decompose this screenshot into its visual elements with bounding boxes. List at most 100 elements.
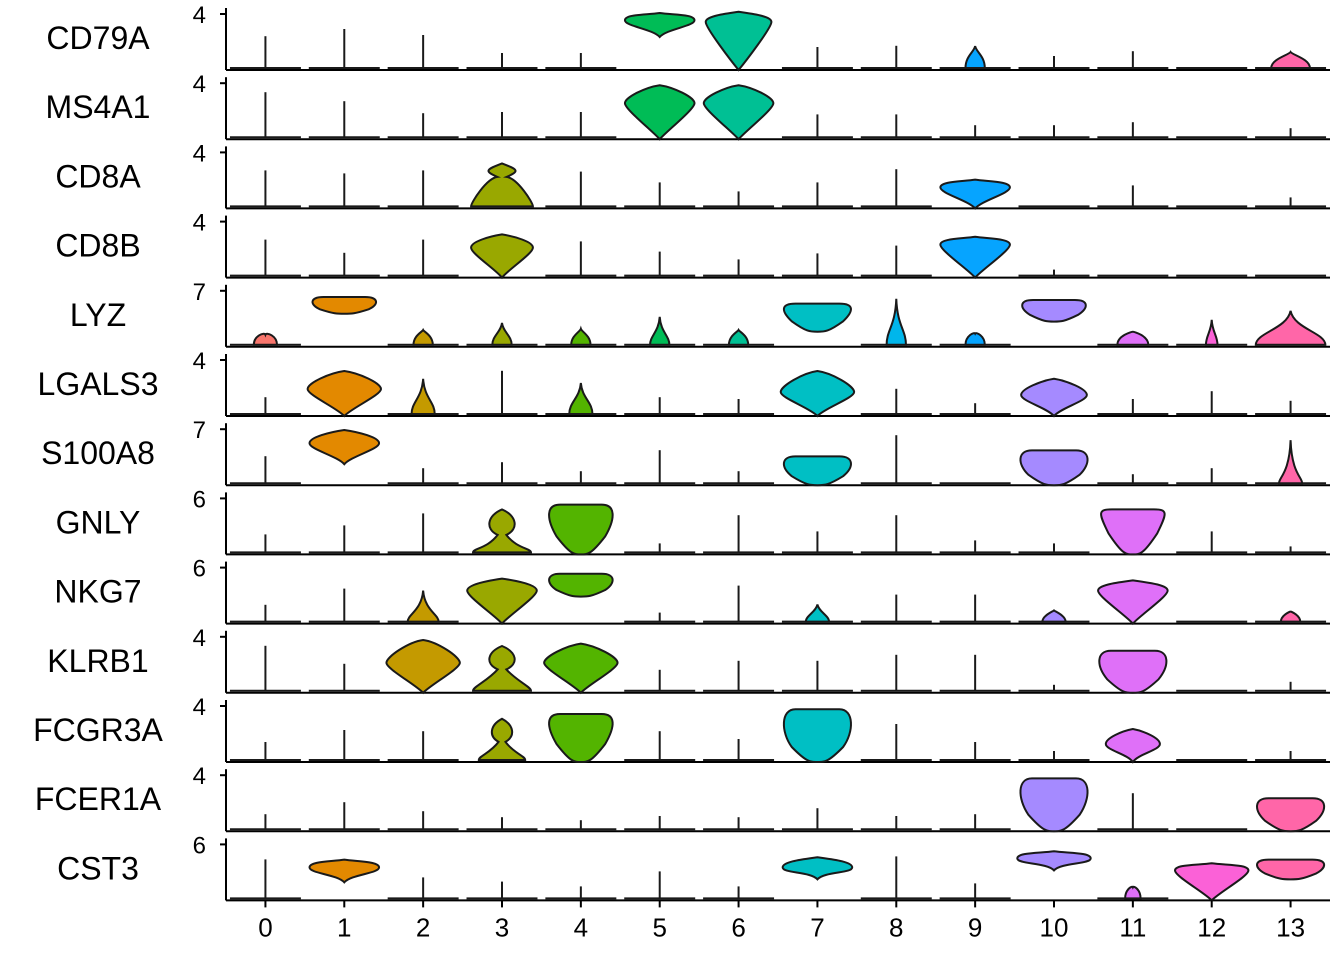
violin-cluster-10 xyxy=(1019,449,1089,487)
violin-cluster-10 xyxy=(1019,777,1089,833)
violin-cluster-7 xyxy=(782,302,852,333)
x-tick-label: 9 xyxy=(968,912,982,942)
gene-panel-lyz: LYZ 7 xyxy=(70,279,1330,348)
violin-cluster-11 xyxy=(1097,579,1169,626)
gene-panel-cd79a: CD79A 4 xyxy=(46,2,1330,72)
gene-panel-cd8b: CD8B 4 xyxy=(55,210,1330,280)
gene-panel-cd8a: CD8A 4 xyxy=(55,140,1330,210)
violin-cluster-11 xyxy=(1124,885,1142,900)
violin-cluster-3 xyxy=(477,717,527,761)
violin-cluster-3 xyxy=(472,644,532,692)
gene-label: KLRB1 xyxy=(47,643,148,679)
gene-panel-ms4a1: MS4A1 4 xyxy=(46,71,1330,141)
violin-cluster-5 xyxy=(623,84,696,141)
y-max-tick-label: 6 xyxy=(193,486,206,513)
violin-cluster-13 xyxy=(1256,797,1326,833)
violin-cluster-1 xyxy=(306,369,382,418)
violin-cluster-2 xyxy=(412,327,434,346)
gene-label: CD8A xyxy=(55,158,141,194)
violin-cluster-12 xyxy=(1204,319,1219,346)
y-max-tick-label: 4 xyxy=(193,348,206,375)
gene-panel-lgals3: LGALS3 4 xyxy=(38,348,1330,418)
violin-cluster-1 xyxy=(311,296,378,315)
violin-cluster-10 xyxy=(1021,299,1087,323)
x-tick-label: 0 xyxy=(258,912,272,942)
violin-cluster-1 xyxy=(308,428,381,466)
violin-cluster-12 xyxy=(1174,862,1250,902)
violin-cluster-13 xyxy=(1256,858,1326,881)
gene-label: MS4A1 xyxy=(46,89,151,125)
violin-cluster-7 xyxy=(781,856,854,881)
violin-cluster-2 xyxy=(385,638,461,695)
violin-cluster-5 xyxy=(623,11,696,39)
y-max-tick-label: 6 xyxy=(193,832,206,859)
violin-cluster-3 xyxy=(491,322,513,346)
violin-cluster-3 xyxy=(470,162,534,208)
y-max-tick-label: 4 xyxy=(193,71,206,98)
violin-cluster-8 xyxy=(885,298,907,346)
x-tick-label: 10 xyxy=(1040,912,1069,942)
gene-panel-nkg7: NKG7 6 xyxy=(54,556,1330,626)
violin-cluster-10 xyxy=(1016,850,1092,872)
violin-cluster-7 xyxy=(804,604,831,623)
y-max-tick-label: 4 xyxy=(193,763,206,790)
violin-cluster-3 xyxy=(466,577,538,626)
gene-panel-cst3: CST3 6 xyxy=(57,832,1330,902)
x-tick-label: 1 xyxy=(337,912,351,942)
violin-cluster-4 xyxy=(548,572,614,598)
violin-cluster-13 xyxy=(1277,440,1304,485)
x-tick-label: 4 xyxy=(574,912,588,942)
violin-cluster-9 xyxy=(939,178,1011,210)
x-tick-label: 11 xyxy=(1119,912,1146,942)
y-max-tick-label: 4 xyxy=(193,625,206,652)
x-tick-label: 3 xyxy=(495,912,509,942)
violin-cluster-4 xyxy=(570,325,592,346)
gene-label: GNLY xyxy=(56,504,141,540)
violin-cluster-13 xyxy=(1254,310,1327,346)
violin-cluster-2 xyxy=(410,378,436,415)
x-tick-label: 2 xyxy=(416,912,430,942)
violin-cluster-4 xyxy=(548,503,614,556)
y-max-tick-label: 4 xyxy=(193,694,206,721)
gene-label: NKG7 xyxy=(54,574,141,610)
gene-label: S100A8 xyxy=(41,435,155,471)
gene-label: LGALS3 xyxy=(38,366,159,402)
y-max-tick-label: 6 xyxy=(193,556,206,583)
violin-cluster-4 xyxy=(548,713,614,764)
gene-panel-fcgr3a: FCGR3A 4 xyxy=(33,694,1330,764)
x-tick-label: 7 xyxy=(810,912,824,942)
violin-cluster-11 xyxy=(1116,330,1150,346)
violin-cluster-7 xyxy=(779,369,856,418)
violin-cluster-9 xyxy=(964,45,986,69)
violin-cluster-7 xyxy=(782,708,852,764)
violin-cluster-11 xyxy=(1100,508,1166,556)
violin-cluster-3 xyxy=(472,508,532,554)
gene-label: CD79A xyxy=(46,20,150,56)
violin-cluster-1 xyxy=(308,858,381,884)
gene-label: CD8B xyxy=(55,228,140,264)
y-max-tick-label: 7 xyxy=(193,417,206,444)
gene-label: FCGR3A xyxy=(33,712,163,748)
violin-cluster-4 xyxy=(568,382,594,415)
violin-cluster-0 xyxy=(252,332,279,346)
x-tick-label: 13 xyxy=(1276,912,1305,942)
gene-panel-s100a8: S100A8 7 xyxy=(41,417,1330,487)
gene-label: FCER1A xyxy=(35,781,162,817)
violin-cluster-9 xyxy=(964,332,986,346)
violin-cluster-5 xyxy=(649,316,671,346)
violin-cluster-6 xyxy=(704,10,773,72)
violin-cluster-2 xyxy=(406,590,440,623)
violin-cluster-10 xyxy=(1041,608,1067,623)
x-tick-label: 5 xyxy=(652,912,666,942)
violin-cluster-11 xyxy=(1104,727,1161,764)
gene-panel-gnly: GNLY 6 xyxy=(56,486,1330,556)
violin-cluster-7 xyxy=(782,455,852,487)
violin-cluster-9 xyxy=(939,235,1011,280)
violin-cluster-3 xyxy=(470,233,534,280)
y-max-tick-label: 7 xyxy=(193,279,206,306)
y-max-tick-label: 4 xyxy=(193,210,206,237)
gene-panel-fcer1a: FCER1A 4 xyxy=(35,763,1330,833)
violin-cluster-4 xyxy=(543,642,619,695)
